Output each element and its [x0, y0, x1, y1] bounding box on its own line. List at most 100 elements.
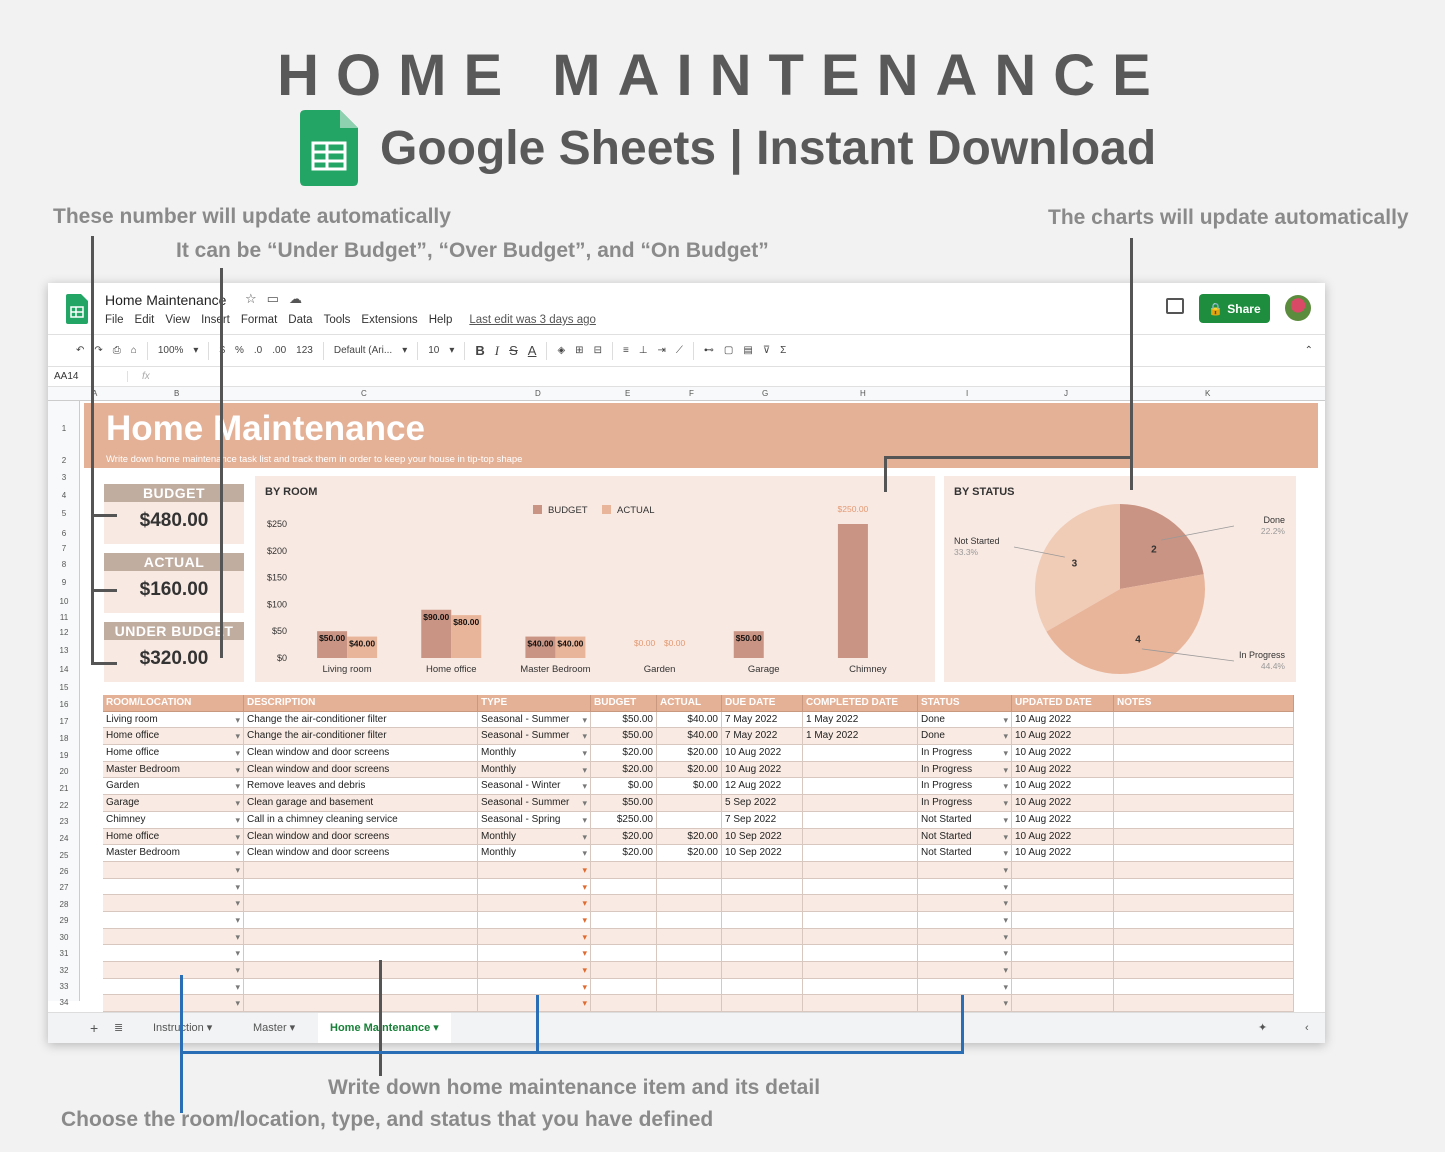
table-cell[interactable]: 10 Aug 2022	[1012, 761, 1114, 779]
table-cell[interactable]: Clean window and door screens	[244, 845, 478, 862]
table-cell[interactable]	[103, 995, 244, 1013]
column-header[interactable]: C	[361, 389, 367, 398]
table-cell[interactable]	[803, 878, 918, 896]
table-cell[interactable]: $50.00	[591, 711, 657, 729]
name-box[interactable]: AA14	[48, 371, 128, 382]
table-cell[interactable]: 10 Aug 2022	[1012, 845, 1114, 862]
table-cell[interactable]	[478, 945, 591, 962]
functions-icon[interactable]: Σ	[780, 345, 787, 356]
table-cell[interactable]: 10 Aug 2022	[722, 761, 803, 779]
table-cell[interactable]: Monthly	[478, 761, 591, 779]
table-cell[interactable]	[1012, 962, 1114, 979]
table-cell[interactable]: Home office	[103, 745, 244, 762]
row-header[interactable]: 21	[59, 784, 69, 793]
table-cell[interactable]: Living room	[103, 711, 244, 729]
row-header[interactable]: 18	[59, 734, 69, 743]
table-cell[interactable]	[103, 911, 244, 929]
row-header[interactable]: 23	[59, 817, 69, 826]
table-cell[interactable]	[478, 995, 591, 1013]
table-cell[interactable]	[244, 911, 478, 929]
percent-format-button[interactable]: %	[235, 345, 244, 356]
last-edit-link[interactable]: Last edit was 3 days ago	[469, 314, 596, 326]
row-header[interactable]: 14	[59, 665, 69, 674]
menu-help[interactable]: Help	[428, 314, 453, 326]
table-cell[interactable]: $50.00	[591, 728, 657, 746]
table-cell[interactable]	[1114, 728, 1294, 746]
comment-history-icon[interactable]	[1166, 298, 1184, 314]
row-header[interactable]: 31	[59, 949, 69, 958]
table-cell[interactable]	[244, 945, 478, 962]
row-header[interactable]: 17	[59, 717, 69, 726]
row-header[interactable]: 13	[59, 646, 69, 655]
table-cell[interactable]: Master Bedroom	[103, 761, 244, 779]
table-cell[interactable]: 1 May 2022	[803, 711, 918, 729]
row-header[interactable]: 34	[59, 998, 69, 1007]
vertical-align-icon[interactable]: ⊥	[638, 345, 648, 356]
table-cell[interactable]	[244, 861, 478, 879]
table-cell[interactable]	[1114, 878, 1294, 896]
row-header[interactable]: 10	[59, 597, 69, 606]
table-cell[interactable]	[591, 978, 657, 996]
table-cell[interactable]	[244, 995, 478, 1013]
table-cell[interactable]: Chimney	[103, 811, 244, 829]
avatar[interactable]	[1285, 295, 1311, 321]
table-cell[interactable]	[722, 878, 803, 896]
table-cell[interactable]	[103, 861, 244, 879]
row-header[interactable]: 3	[61, 473, 67, 482]
row-header[interactable]: 12	[59, 628, 69, 637]
collapse-side-panel-icon[interactable]: ‹	[1305, 1022, 1309, 1034]
row-header[interactable]: 19	[59, 751, 69, 760]
table-cell[interactable]: Remove leaves and debris	[244, 778, 478, 796]
table-cell[interactable]: 10 Aug 2022	[1012, 728, 1114, 746]
row-header[interactable]: 20	[59, 767, 69, 776]
strikethrough-button[interactable]: S	[509, 343, 518, 358]
by-status-chart-panel[interactable]: BY STATUS 2 4 3 Done 22.2% In Progress 44.4% No…	[944, 476, 1296, 682]
table-cell[interactable]: 10 Aug 2022	[1012, 745, 1114, 762]
table-cell[interactable]: $40.00	[657, 728, 722, 746]
print-icon[interactable]: ⎙	[112, 345, 121, 356]
table-cell[interactable]: Seasonal - Spring	[478, 811, 591, 829]
table-cell[interactable]	[1012, 878, 1114, 896]
text-color-button[interactable]: A	[527, 343, 537, 358]
table-cell[interactable]	[803, 978, 918, 996]
table-cell[interactable]	[1114, 895, 1294, 912]
table-cell[interactable]: Seasonal - Summer	[478, 711, 591, 729]
add-sheet-icon[interactable]: +	[90, 1020, 99, 1036]
table-cell[interactable]	[1012, 978, 1114, 996]
table-cell[interactable]: 1 May 2022	[803, 728, 918, 746]
table-cell[interactable]: $20.00	[657, 845, 722, 862]
table-cell[interactable]: Monthly	[478, 828, 591, 846]
table-cell[interactable]	[803, 995, 918, 1013]
more-formats-button[interactable]: 123	[296, 345, 313, 356]
table-cell[interactable]: 7 May 2022	[722, 711, 803, 729]
table-cell[interactable]	[1114, 745, 1294, 762]
table-cell[interactable]: $20.00	[657, 745, 722, 762]
table-cell[interactable]	[478, 928, 591, 946]
table-cell[interactable]: 10 Sep 2022	[722, 845, 803, 862]
table-cell[interactable]	[478, 878, 591, 896]
table-cell[interactable]	[657, 911, 722, 929]
row-header[interactable]: 24	[59, 834, 69, 843]
table-cell[interactable]	[591, 878, 657, 896]
row-header[interactable]: 11	[59, 613, 69, 622]
table-cell[interactable]	[1114, 911, 1294, 929]
table-cell[interactable]	[1012, 928, 1114, 946]
table-cell[interactable]	[722, 962, 803, 979]
table-cell[interactable]	[657, 795, 722, 812]
chevron-down-icon[interactable]: ▾	[402, 345, 408, 356]
row-header[interactable]: 26	[59, 867, 69, 876]
table-cell[interactable]: $20.00	[591, 745, 657, 762]
table-cell[interactable]: $250.00	[591, 811, 657, 829]
table-cell[interactable]	[918, 911, 1012, 929]
table-cell[interactable]	[803, 861, 918, 879]
table-cell[interactable]: Not Started	[918, 845, 1012, 862]
star-icon[interactable]: ☆	[245, 291, 257, 306]
table-cell[interactable]: 10 Aug 2022	[1012, 828, 1114, 846]
table-cell[interactable]	[803, 745, 918, 762]
row-header[interactable]: 9	[61, 578, 67, 587]
table-cell[interactable]: Clean window and door screens	[244, 828, 478, 846]
table-cell[interactable]	[1114, 928, 1294, 946]
all-sheets-icon[interactable]: ≣	[114, 1022, 124, 1034]
row-header[interactable]: 5	[61, 509, 67, 518]
insert-chart-icon[interactable]: ▤	[743, 345, 753, 356]
